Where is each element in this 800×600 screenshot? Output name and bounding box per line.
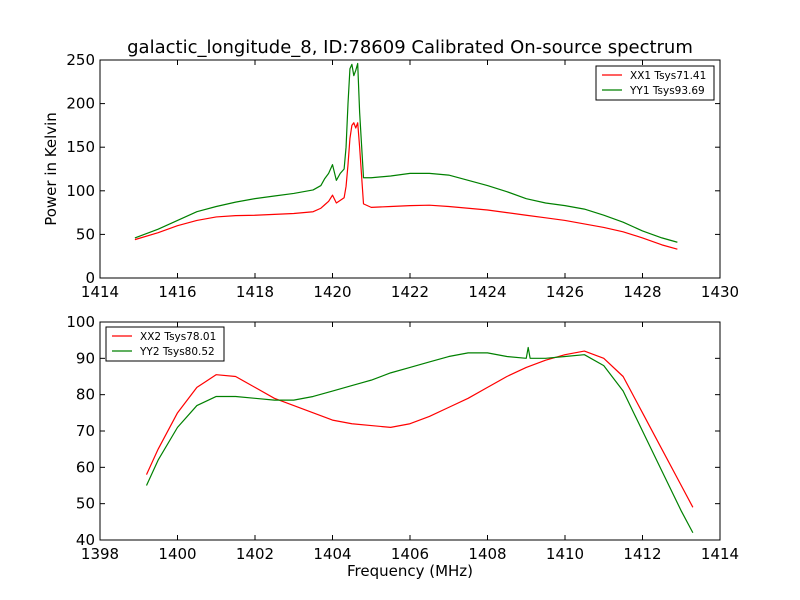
y-tick-label: 60 bbox=[76, 458, 95, 476]
series-line-2-1 bbox=[145, 350, 694, 508]
y-tick-label: 250 bbox=[66, 51, 95, 69]
series-line-1-2 bbox=[134, 62, 678, 243]
x-axis-label: Frequency (MHz) bbox=[347, 562, 473, 580]
y-tick-label: 100 bbox=[66, 313, 95, 331]
x-tick-label: 1414 bbox=[701, 545, 739, 563]
x-tick-label: 1398 bbox=[81, 545, 119, 563]
y-tick-label: 70 bbox=[76, 422, 95, 440]
y-tick-label: 90 bbox=[76, 349, 95, 367]
series-line-1-1 bbox=[134, 122, 678, 250]
y-tick-label: 50 bbox=[76, 495, 95, 513]
y-tick-label: 40 bbox=[76, 531, 95, 549]
x-tick-label: 1426 bbox=[546, 283, 584, 301]
x-tick-label: 1404 bbox=[313, 545, 351, 563]
legend-box bbox=[595, 65, 715, 101]
x-tick-label: 1422 bbox=[391, 283, 429, 301]
legend-entry: XX1 Tsys71.41 bbox=[630, 70, 706, 82]
y-tick-label: 0 bbox=[85, 269, 95, 287]
x-tick-label: 1406 bbox=[391, 545, 429, 563]
y-tick-label: 50 bbox=[76, 225, 95, 243]
legend-box bbox=[105, 326, 225, 362]
x-tick-label: 1416 bbox=[158, 283, 196, 301]
x-tick-label: 1410 bbox=[546, 545, 584, 563]
bottom-plot: 1398 1400 1402 1404 1406 1408 1410 1412 1414 40 50… bbox=[66, 313, 739, 580]
legend: XX1 Tsys71.41 YY1 Tsys93.69 bbox=[595, 65, 715, 101]
y-tick-label: 80 bbox=[76, 386, 95, 404]
x-tick-label: 1400 bbox=[158, 545, 196, 563]
top-plot: 1414 1416 1418 1420 1422 1424 1426 1428 1430 0 50 1… bbox=[42, 51, 739, 301]
x-tick-label: 1402 bbox=[236, 545, 274, 563]
x-tick-label: 1412 bbox=[623, 545, 661, 563]
x-tick-label: 1430 bbox=[701, 283, 739, 301]
y-tick-label: 150 bbox=[66, 138, 95, 156]
legend-entry: YY2 Tsys80.52 bbox=[139, 346, 215, 358]
chart-title: galactic_longitude_8, ID:78609 Calibrate… bbox=[127, 37, 693, 58]
legend-entry: YY1 Tsys93.69 bbox=[629, 85, 705, 97]
x-tick-label: 1428 bbox=[623, 283, 661, 301]
legend-entry: XX2 Tsys78.01 bbox=[140, 331, 216, 343]
x-tick-label: 1414 bbox=[81, 283, 119, 301]
x-tick-label: 1418 bbox=[236, 283, 274, 301]
legend: XX2 Tsys78.01 YY2 Tsys80.52 bbox=[105, 326, 225, 362]
y-tick-label: 200 bbox=[66, 95, 95, 113]
y-axis-label: Power in Kelvin bbox=[42, 112, 60, 226]
x-tick-label: 1408 bbox=[468, 545, 506, 563]
y-tick-label: 100 bbox=[66, 182, 95, 200]
series-line-2-2 bbox=[145, 346, 694, 534]
x-tick-label: 1424 bbox=[468, 283, 506, 301]
x-tick-label: 1420 bbox=[313, 283, 351, 301]
